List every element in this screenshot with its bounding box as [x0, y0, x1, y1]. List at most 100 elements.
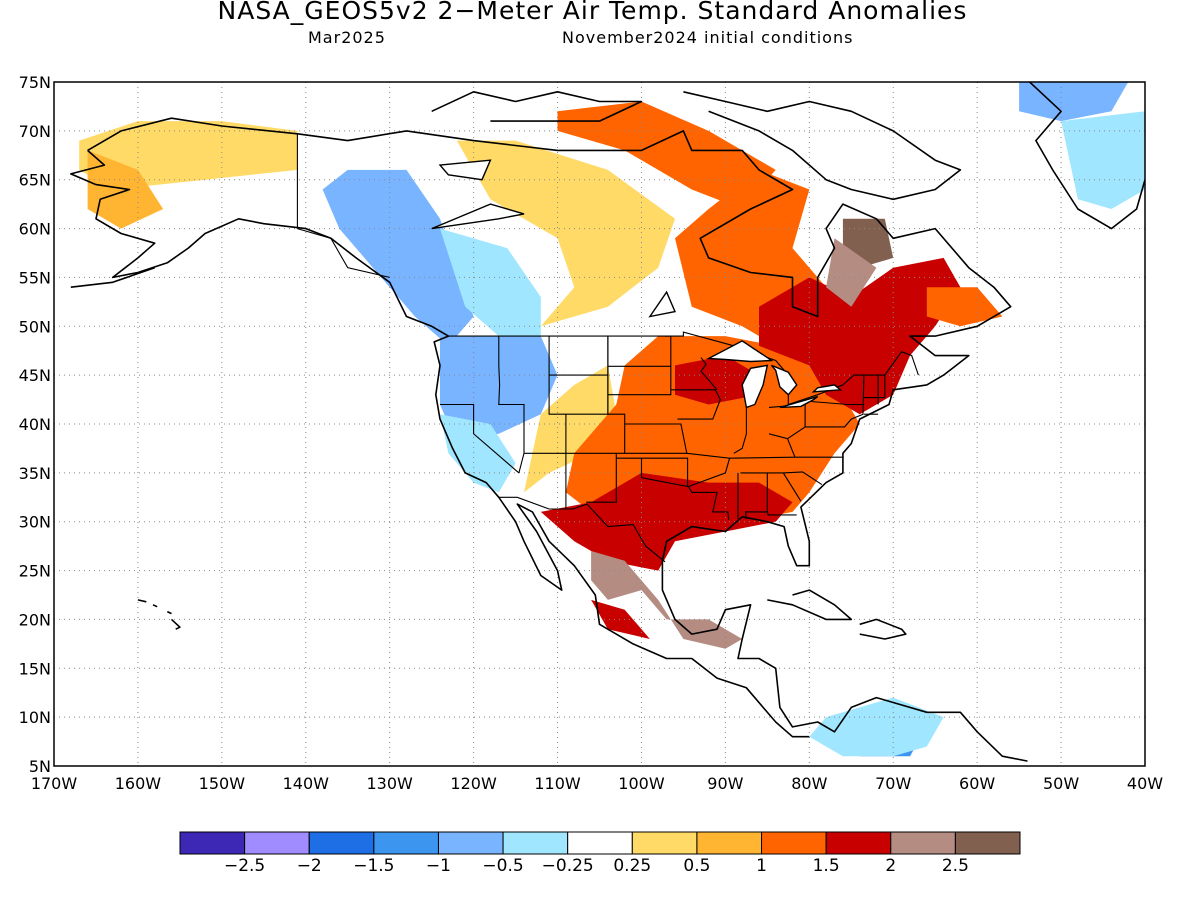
political-border	[607, 365, 672, 396]
coastline	[70, 266, 155, 288]
anomaly-region-greatlakes-red	[675, 355, 759, 405]
colorbar-swatch	[308, 831, 375, 855]
colorbar-label: −2.5	[223, 856, 266, 876]
colorbar-swatch	[373, 831, 439, 855]
political-border	[624, 423, 688, 454]
colorbar-label: 2.5	[941, 856, 969, 876]
lat-tick-label: 25N	[19, 562, 51, 581]
colorbar-label: 1.5	[812, 856, 840, 876]
lat-tick-label: 35N	[19, 464, 51, 483]
lake	[431, 203, 525, 230]
anomaly-region-us-northwest-light	[440, 336, 558, 444]
coastline	[977, 82, 1145, 230]
colorbar-swatch	[696, 831, 763, 855]
coastline	[431, 91, 643, 122]
lat-tick-label: 5N	[29, 757, 51, 776]
anomaly-region-canada-prairie-yellow	[456, 140, 675, 327]
colorbar-label: −0.25	[541, 856, 594, 876]
colorbar-label: −1	[425, 856, 451, 876]
political-border	[297, 228, 390, 278]
colorbar-swatch	[567, 831, 633, 855]
anomaly-region-quebec-red	[759, 257, 961, 415]
coastline	[170, 618, 181, 630]
political-border	[607, 336, 626, 454]
political-border	[810, 400, 864, 406]
map-title: NASA_GEOS5v2 2−Meter Air Temp. Standard …	[217, 0, 968, 25]
coastline	[137, 599, 147, 603]
anomaly-region-labrador-orange	[926, 287, 1003, 327]
colorbar-label: −0.5	[482, 856, 524, 876]
lat-tick-label: 70N	[19, 122, 51, 141]
lake	[770, 364, 798, 396]
lat-tick-label: 10N	[19, 708, 51, 727]
lon-tick-label: 110W	[534, 774, 581, 793]
axis-ticks: 75N 70N 65N 60N 55N 50N 45N 40N 35N 30N 25N 20N 15N 1…	[19, 73, 1164, 793]
lat-tick-label: 55N	[19, 268, 51, 287]
lon-tick-label: 140W	[283, 774, 330, 793]
anomaly-region-bc-lightblue	[440, 228, 541, 337]
lake	[779, 395, 819, 409]
lon-tick-label: 160W	[115, 774, 162, 793]
colorbar-swatch	[954, 831, 1021, 855]
political-border	[448, 331, 919, 406]
political-border	[786, 438, 796, 458]
colorbar-swatch	[761, 831, 827, 855]
political-border	[498, 496, 666, 563]
anomaly-region-arctic-orange	[557, 101, 776, 209]
colorbar-swatch	[502, 831, 569, 855]
political-border	[616, 457, 689, 488]
colorbar-swatch	[179, 831, 246, 855]
lon-tick-label: 150W	[199, 774, 246, 793]
political-border	[524, 452, 617, 503]
colorbar-swatch	[825, 831, 892, 855]
initial-conditions-label: November2024 initial conditions	[562, 28, 854, 47]
political-border	[863, 375, 886, 399]
colorbar-swatch	[890, 831, 956, 855]
lon-tick-label: 170W	[31, 774, 78, 793]
lon-tick-label: 100W	[618, 774, 665, 793]
colorbar-label: 0.25	[613, 856, 652, 876]
lake	[706, 340, 774, 363]
lon-tick-label: 60W	[959, 774, 995, 793]
political-border	[766, 511, 797, 516]
lat-tick-label: 30N	[19, 513, 51, 532]
anomaly-region-yukon-blue	[322, 169, 474, 346]
lake	[741, 364, 769, 409]
anomaly-region-greenland-lightblue	[1061, 111, 1145, 209]
political-border	[440, 403, 520, 474]
coastline	[152, 604, 158, 608]
colorbar-swatch	[244, 831, 310, 855]
lat-tick-label: 45N	[19, 366, 51, 385]
coastline	[683, 91, 962, 201]
coastline	[166, 610, 172, 615]
lake	[811, 384, 843, 393]
colorbar-label: 1	[756, 856, 767, 876]
anomaly-region-california-lightblue	[440, 414, 516, 493]
lon-tick-label: 90W	[707, 774, 743, 793]
lat-tick-label: 15N	[19, 659, 51, 678]
anomaly-fills	[79, 82, 1145, 757]
lat-tick-label: 50N	[19, 317, 51, 336]
political-border	[665, 335, 672, 367]
lake	[438, 159, 492, 181]
plot-frame	[53, 81, 1146, 767]
coastline	[859, 618, 907, 640]
political-border	[782, 472, 802, 502]
lat-tick-label: 65N	[19, 171, 51, 190]
anomaly-region-south-red	[540, 472, 793, 571]
coastline	[87, 117, 1028, 762]
anomaly-region-colombia-light	[809, 697, 944, 757]
anomaly-region-mexico-red	[591, 599, 650, 639]
lon-tick-label: 40W	[1127, 774, 1163, 793]
colorbar	[179, 831, 1021, 855]
anomaly-region-labrador-brown	[826, 238, 877, 307]
political-border	[733, 406, 747, 454]
political-border	[670, 389, 721, 420]
geographic-boundaries	[70, 82, 1145, 762]
lon-tick-label: 70W	[875, 774, 911, 793]
anomaly-region-rockies-yellow	[524, 365, 617, 493]
colorbar-label: −2	[296, 856, 322, 876]
political-border	[686, 452, 731, 520]
colorbar-swatch	[437, 831, 504, 855]
